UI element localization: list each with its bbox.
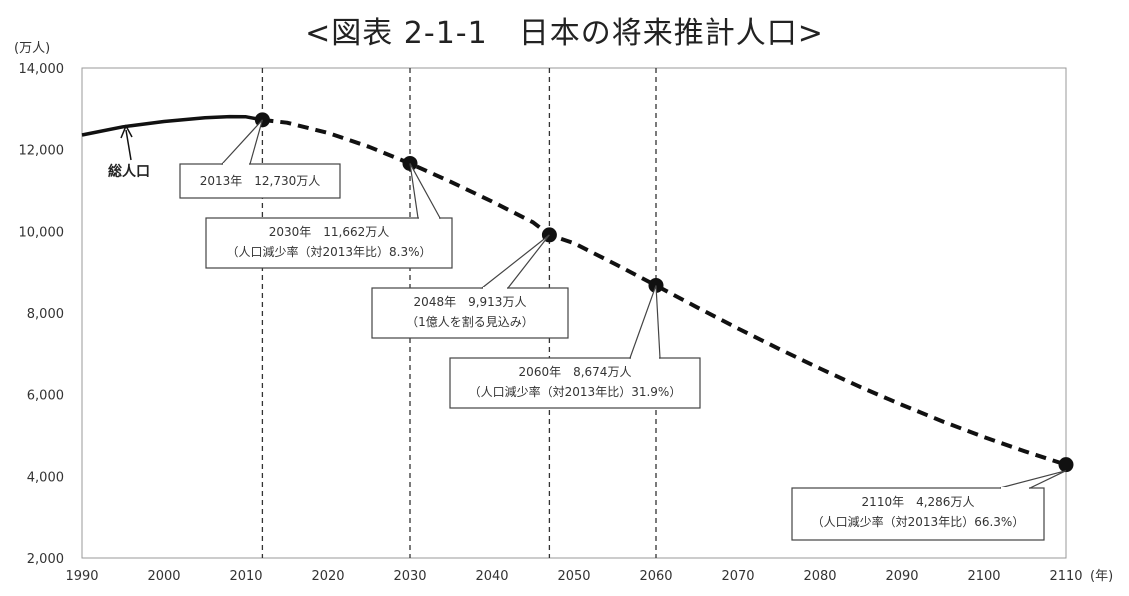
annotation-text: （人口減少率（対2013年比）31.9%） — [469, 384, 682, 399]
y-tick-label: 6,000 — [27, 389, 64, 404]
annotation-text: 2030年 11,662万人 — [269, 225, 390, 239]
actual-population-line — [81, 114, 263, 137]
series-label-arrow — [125, 129, 132, 161]
x-tick-label: 2000 — [147, 569, 180, 584]
annotation-pointer — [999, 470, 1067, 489]
annotation-box — [179, 163, 341, 199]
x-tick-label: 2090 — [885, 569, 918, 584]
x-tick-label: 2100 — [967, 569, 1000, 584]
annotation-box — [371, 287, 569, 339]
annotation-text: （1億人を割る見込み） — [406, 314, 534, 329]
projected-population-line — [262, 117, 1067, 467]
x-tick-label: 2040 — [475, 569, 508, 584]
y-tick-label: 10,000 — [19, 225, 65, 240]
x-tick-label: 2010 — [229, 569, 262, 584]
annotation-text: （人口減少率（対2013年比）8.3%） — [226, 244, 431, 259]
x-tick-label: 1990 — [65, 569, 98, 584]
x-tick-label: 2070 — [721, 569, 754, 584]
plot-frame — [81, 67, 1067, 559]
series-label-total-population: 総人口 — [108, 163, 150, 180]
x-tick-label: 2030 — [393, 569, 426, 584]
x-axis-unit-label: (年) — [1090, 569, 1113, 584]
annotation-pointer — [480, 234, 550, 289]
y-tick-label: 2,000 — [27, 552, 64, 567]
annotation-box — [449, 357, 701, 409]
annotation-pointer — [629, 285, 661, 359]
y-axis-unit-label: (万人) — [14, 41, 50, 56]
y-tick-label: 12,000 — [19, 144, 65, 159]
x-tick-label: 2080 — [803, 569, 836, 584]
annotation-text: 2110年 4,286万人 — [862, 495, 975, 509]
annotation-box — [205, 217, 453, 269]
annotation-text: （人口減少率（対2013年比）66.3%） — [812, 514, 1025, 529]
data-point-marker — [1058, 457, 1074, 473]
x-tick-label: 2020 — [311, 569, 344, 584]
y-tick-label: 14,000 — [19, 62, 65, 77]
x-tick-label: 2060 — [639, 569, 672, 584]
y-tick-label: 4,000 — [27, 470, 64, 485]
annotation-box — [791, 487, 1045, 541]
annotation-text: 2060年 8,674万人 — [519, 365, 632, 379]
series-label-arrowhead — [120, 124, 133, 139]
y-tick-label: 8,000 — [27, 307, 64, 322]
annotation-pointer — [220, 119, 263, 165]
x-tick-label: 2110 — [1049, 569, 1082, 584]
chart-title: <図表 2-1-1 日本の将来推計人口> — [305, 16, 824, 51]
x-tick-label: 2050 — [557, 569, 590, 584]
annotation-text: 2048年 9,913万人 — [414, 295, 527, 309]
annotation-text: 2013年 12,730万人 — [200, 174, 321, 188]
